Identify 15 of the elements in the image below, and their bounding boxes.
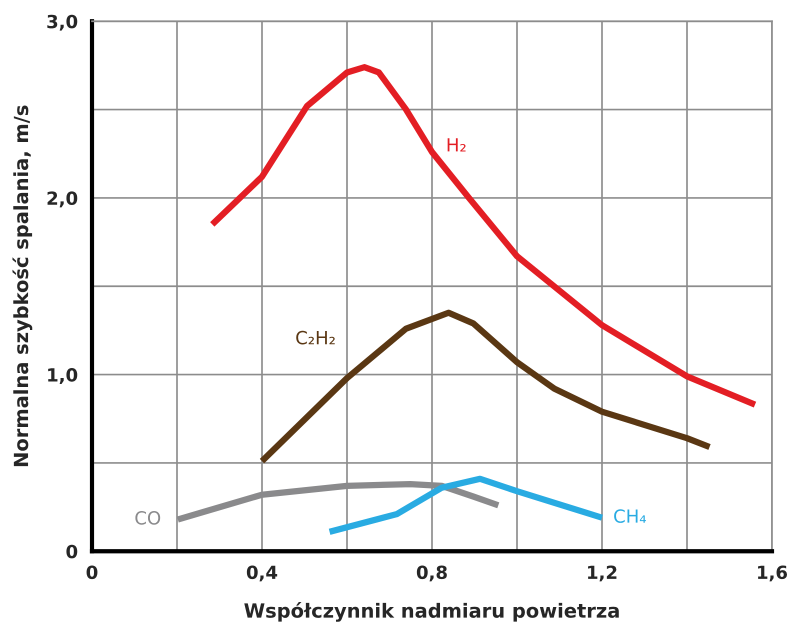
series-label: CH₄ [614, 509, 646, 523]
y-tick-label: 2,0 [48, 191, 78, 208]
x-tick-label: 1,6 [758, 565, 788, 582]
y-tick-label: 3,0 [47, 14, 78, 31]
series-label: C₂H₂ [296, 330, 335, 344]
x-tick-label: 0 [86, 565, 98, 580]
y-axis-title: Normalna szybkość spalania, m/s [12, 106, 32, 466]
x-tick-label: 1,2 [588, 565, 616, 582]
y-tick-label: 1,0 [48, 368, 78, 384]
x-tick-label: 0,8 [416, 565, 447, 582]
x-axis-title: Współczynnik nadmiaru powietrza [244, 602, 619, 622]
y-tick-label: 0 [66, 544, 78, 558]
series-label: CO [135, 511, 160, 525]
series-label: H₂ [448, 138, 466, 152]
x-tick-label: 0,4 [246, 565, 278, 582]
